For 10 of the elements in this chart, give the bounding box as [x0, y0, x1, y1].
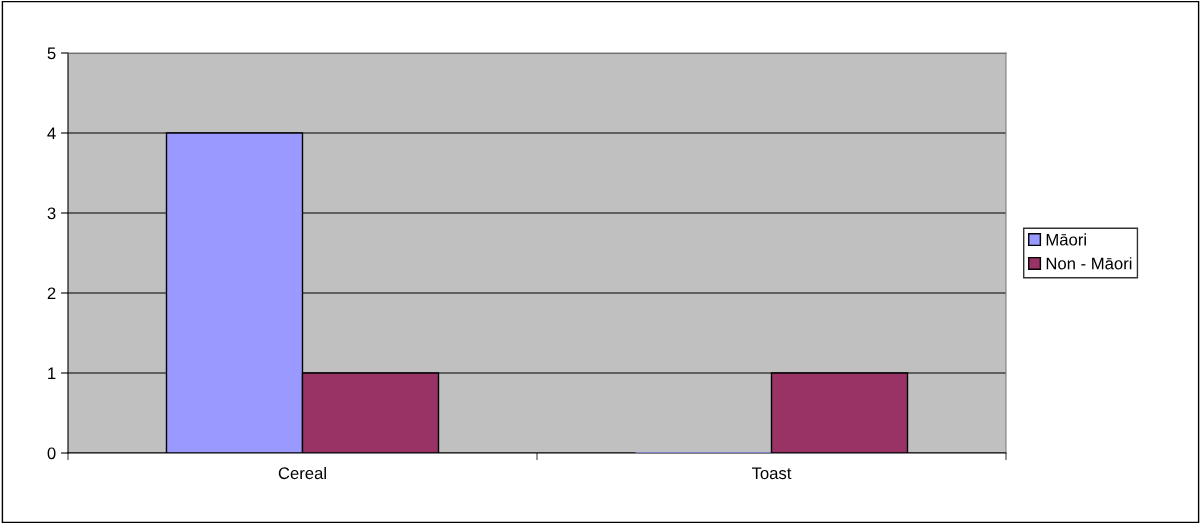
x-tick-label: Toast	[751, 467, 792, 480]
y-tick-label: 3	[47, 207, 56, 220]
y-tick-label: 2	[47, 287, 56, 300]
y-tick-label: 1	[48, 367, 56, 380]
y-tick-label: 4	[47, 127, 56, 140]
y-tick-label: 0	[47, 447, 56, 460]
legend-label: Non - Māori	[1046, 257, 1132, 270]
x-tick-label: Cereal	[278, 466, 326, 480]
y-tick-label: 5	[47, 47, 56, 60]
legend-label: Māori	[1046, 233, 1086, 246]
